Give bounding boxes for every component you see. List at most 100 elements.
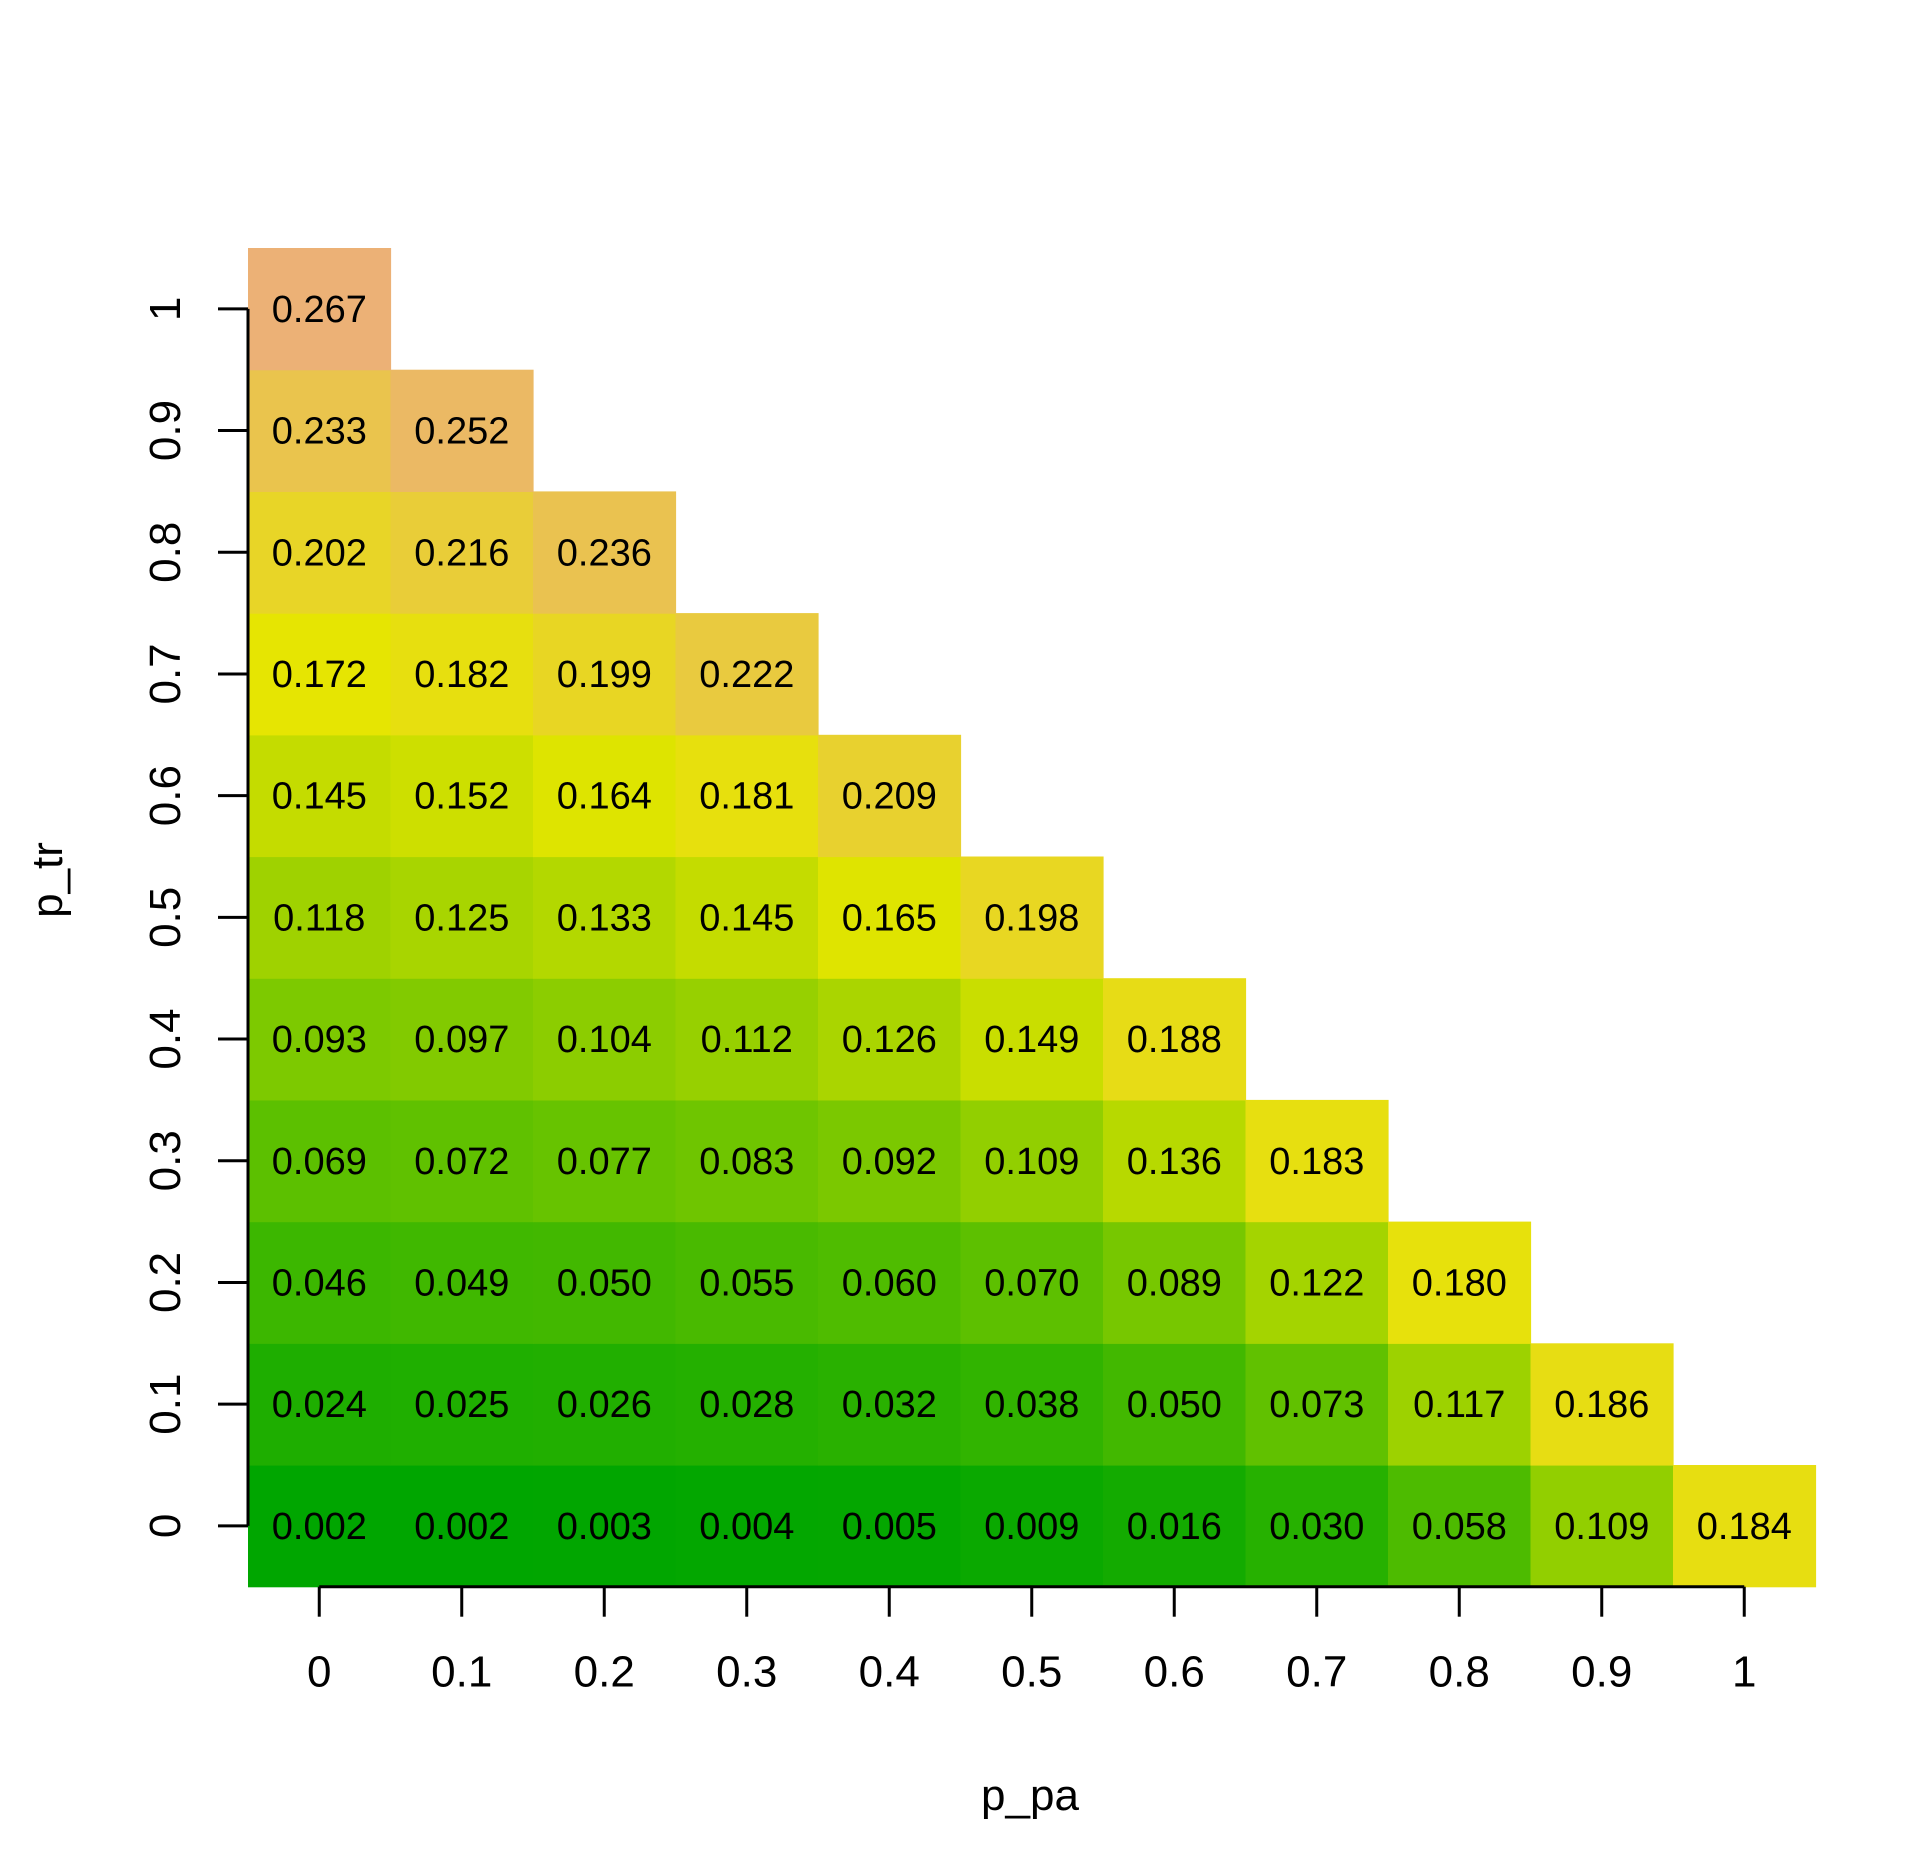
- heatmap-cell: [390, 613, 534, 736]
- heatmap-cell-label: 0.202: [272, 532, 367, 574]
- heatmap-cell-label: 0.060: [842, 1263, 937, 1305]
- heatmap-cell-label: 0.117: [1413, 1384, 1505, 1426]
- heatmap-cell: [248, 1465, 392, 1588]
- x-axis-title: p_pa: [981, 1771, 1079, 1820]
- y-tick-label: 0.2: [141, 1252, 190, 1313]
- heatmap-cell-label: 0.073: [1269, 1384, 1364, 1426]
- heatmap-cell: [818, 734, 962, 858]
- heatmap-cell-label: 0.030: [1269, 1506, 1364, 1548]
- heatmap-cell-label: 0.049: [414, 1263, 509, 1305]
- heatmap-cell-label: 0.024: [272, 1384, 367, 1426]
- heatmap-cell: [248, 978, 392, 1101]
- heatmap-cell: [533, 1343, 677, 1466]
- x-tick-label: 0.4: [859, 1648, 920, 1697]
- heatmap-cell-label: 0.118: [273, 897, 365, 939]
- heatmap-cell: [533, 856, 677, 979]
- heatmap-cell: [1245, 1099, 1389, 1223]
- y-tick-label: 0.9: [141, 400, 190, 461]
- heatmap-cell: [1245, 1221, 1389, 1344]
- heatmap-cell-label: 0.097: [414, 1019, 509, 1061]
- x-tick-label: 0.2: [574, 1648, 635, 1697]
- heatmap-cell-label: 0.198: [984, 897, 1079, 939]
- heatmap-cell: [960, 978, 1104, 1101]
- heatmap-cell-label: 0.070: [984, 1263, 1079, 1305]
- heatmap-cell: [1103, 1221, 1247, 1344]
- heatmap-cell: [675, 734, 819, 858]
- y-axis-title: p_tr: [23, 842, 72, 918]
- heatmap-cell-label: 0.165: [842, 897, 937, 939]
- x-tick-label: 0.9: [1571, 1648, 1632, 1697]
- heatmap-cell-label: 0.188: [1127, 1019, 1222, 1061]
- heatmap-cell-label: 0.126: [842, 1019, 937, 1061]
- y-tick-label: 0.1: [141, 1374, 190, 1435]
- heatmap-cell: [390, 734, 534, 858]
- x-tick-label: 0.1: [431, 1648, 492, 1697]
- heatmap-cell-label: 0.003: [557, 1506, 652, 1548]
- heatmap-cell: [1245, 1465, 1389, 1588]
- heatmap-cell: [1245, 1343, 1389, 1466]
- heatmap-cell-label: 0.172: [272, 654, 367, 696]
- heatmap-cell: [248, 734, 392, 858]
- heatmap-cell: [1530, 1343, 1674, 1466]
- heatmap-cell-label: 0.028: [699, 1384, 794, 1426]
- heatmap-cell-label: 0.186: [1554, 1384, 1649, 1426]
- heatmap-cell-label: 0.072: [414, 1141, 509, 1183]
- heatmap-cell: [960, 856, 1104, 979]
- y-tick-label: 0.4: [141, 1008, 190, 1069]
- heatmap-cell: [1103, 1465, 1247, 1588]
- y-axis: 0 0.1 0.2 0.3 0.4 0.5 0.6 0.7 0.8 0.9 1: [141, 297, 250, 1538]
- heatmap-cell: [1530, 1465, 1674, 1588]
- heatmap-cell-label: 0.069: [272, 1141, 367, 1183]
- heatmap-cell-label: 0.104: [557, 1019, 652, 1061]
- heatmap-cell-label: 0.092: [842, 1141, 937, 1183]
- heatmap-cell-label: 0.093: [272, 1019, 367, 1061]
- heatmap-cell: [533, 613, 677, 736]
- y-tick-label: 0.6: [141, 765, 190, 826]
- heatmap-cell: [960, 1099, 1104, 1223]
- heatmap-cell-label: 0.050: [1127, 1384, 1222, 1426]
- x-tick-label: 0.6: [1144, 1648, 1205, 1697]
- heatmap-cell: [390, 1343, 534, 1466]
- heatmap-cell-label: 0.058: [1412, 1506, 1507, 1548]
- heatmap-cell: [390, 1465, 534, 1588]
- heatmap-cell: [1103, 1343, 1247, 1466]
- heatmap-cell: [390, 1221, 534, 1344]
- heatmap-cell-label: 0.267: [272, 289, 367, 331]
- heatmap-cell: [960, 1221, 1104, 1344]
- heatmap-cell: [1673, 1465, 1817, 1588]
- heatmap-cell-label: 0.125: [414, 897, 509, 939]
- heatmap-cell: [675, 1099, 819, 1223]
- heatmap-cell-label: 0.183: [1269, 1141, 1364, 1183]
- heatmap-cell-label: 0.002: [414, 1506, 509, 1548]
- heatmap-cell: [818, 1221, 962, 1344]
- heatmap-cell-label: 0.233: [272, 411, 367, 453]
- heatmap-cell-label: 0.032: [842, 1384, 937, 1426]
- x-tick-label: 0.8: [1429, 1648, 1490, 1697]
- heatmap-cell-label: 0.109: [1554, 1506, 1649, 1548]
- x-tick-label: 0.7: [1286, 1648, 1347, 1697]
- heatmap-cell: [818, 1099, 962, 1223]
- y-tick-label: 1: [141, 297, 190, 321]
- y-tick-label: 0.5: [141, 887, 190, 948]
- heatmap-cell-label: 0.005: [842, 1506, 937, 1548]
- heatmap-cell: [960, 1465, 1104, 1588]
- heatmap-cell: [390, 978, 534, 1101]
- heatmap-cell: [533, 734, 677, 858]
- heatmap-cell: [675, 1343, 819, 1466]
- heatmap-cell-label: 0.145: [699, 897, 794, 939]
- heatmap-cell: [390, 1099, 534, 1223]
- heatmap-cell-label: 0.016: [1127, 1506, 1222, 1548]
- heatmap-cell: [1388, 1343, 1532, 1466]
- heatmap-cell-label: 0.182: [414, 654, 509, 696]
- heatmap-cell: [390, 856, 534, 979]
- y-tick-label: 0.8: [141, 522, 190, 583]
- heatmap-cell-label: 0.236: [557, 532, 652, 574]
- x-axis: 0 0.1 0.2 0.3 0.4 0.5 0.6 0.7 0.8 0.9 1: [307, 1585, 1756, 1697]
- heatmap-cell: [675, 1221, 819, 1344]
- heatmap-cell-label: 0.002: [272, 1506, 367, 1548]
- heatmap-cell-label: 0.209: [842, 776, 937, 818]
- heatmap-cell: [248, 1221, 392, 1344]
- heatmap-cell-label: 0.077: [557, 1141, 652, 1183]
- heatmap-cell-label: 0.145: [272, 776, 367, 818]
